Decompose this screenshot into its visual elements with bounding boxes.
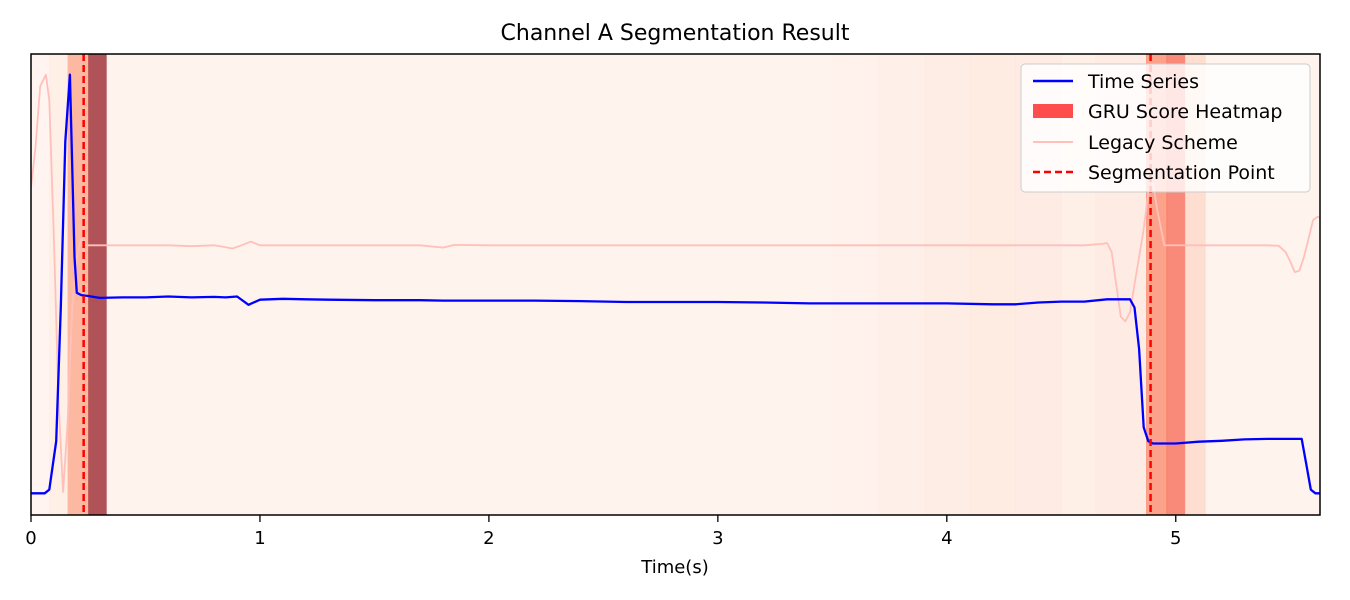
chart-title: Channel A Segmentation Result (501, 21, 850, 46)
plot-frame (30, 53, 1321, 516)
heatmap-band-8 (969, 54, 1016, 515)
heatmap-band-7 (923, 54, 971, 515)
legend-box (1020, 63, 1311, 193)
x-tick-label-2: 2 (483, 528, 494, 549)
legend-label-segmentation-point: Segmentation Point (1088, 162, 1275, 184)
legend-label-legacy-scheme: Legacy Scheme (1088, 132, 1238, 154)
x-tick-label-4: 4 (941, 528, 952, 549)
legend: Time Series GRU Score Heatmap Legacy Sch… (1020, 63, 1311, 193)
legend-label-time-series: Time Series (1087, 71, 1199, 93)
x-axis: 0 1 2 3 4 5 (25, 515, 1181, 549)
x-axis-title: Time(s) (640, 557, 708, 578)
heatmap-band-3 (88, 54, 108, 515)
heatmap-band-6 (878, 54, 925, 515)
legacy-scheme-line (31, 73, 1320, 493)
legend-patch-heatmap (1033, 104, 1073, 118)
x-tick-label-5: 5 (1170, 528, 1181, 549)
x-tick-label-0: 0 (25, 528, 36, 549)
series-lines (31, 73, 1320, 495)
heatmap-band-5 (832, 54, 879, 515)
time-series-line (31, 73, 1320, 495)
x-tick-label-1: 1 (254, 528, 265, 549)
x-tick-label-3: 3 (712, 528, 723, 549)
legend-label-heatmap: GRU Score Heatmap (1088, 101, 1282, 123)
heatmap-band-0 (31, 54, 50, 515)
heatmap-band-4 (106, 54, 833, 515)
